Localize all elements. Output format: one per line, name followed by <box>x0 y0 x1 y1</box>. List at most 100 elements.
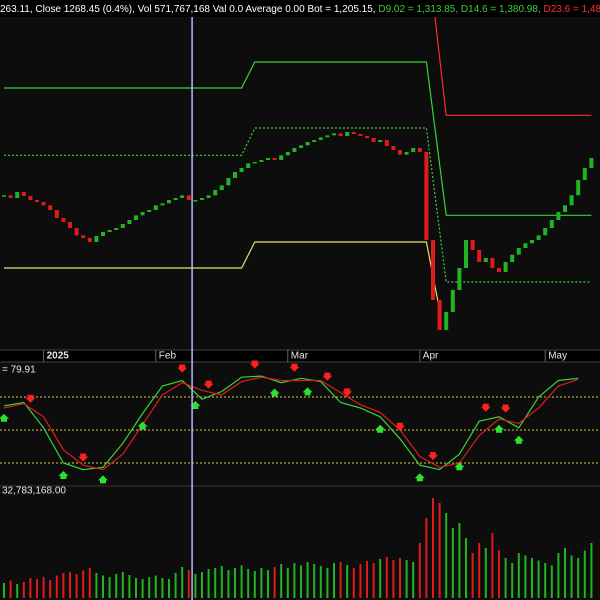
candle <box>497 268 501 272</box>
volume-bar <box>583 550 586 598</box>
volume-bar <box>498 550 500 598</box>
volume-bar <box>286 568 289 598</box>
volume-bar <box>128 575 131 598</box>
volume-bar <box>504 558 507 598</box>
sell-arrow <box>500 404 511 413</box>
candle <box>193 200 198 202</box>
volume-bar <box>82 570 85 598</box>
candle <box>464 240 468 268</box>
candle <box>21 192 26 196</box>
candle <box>200 198 204 200</box>
candle <box>147 210 152 212</box>
volume-bar <box>300 565 302 598</box>
candle <box>398 150 402 155</box>
volume-bar <box>346 565 349 598</box>
candle <box>483 258 488 262</box>
volume-bar <box>161 578 164 598</box>
candle <box>74 228 79 236</box>
volume-bar <box>524 555 527 598</box>
month-label: 2025 <box>47 351 70 362</box>
volume-bar <box>458 523 461 598</box>
volume-bar <box>412 562 415 598</box>
candle <box>536 235 541 240</box>
candle <box>470 240 475 250</box>
volume-bar <box>484 548 487 598</box>
candle <box>351 132 356 134</box>
volume-bar <box>319 566 322 598</box>
candle <box>153 205 158 210</box>
month-label: Apr <box>423 351 439 362</box>
candle <box>48 205 53 210</box>
candle <box>338 133 343 136</box>
volume-bar <box>102 575 104 598</box>
month-label: May <box>548 351 567 362</box>
candle <box>285 152 290 156</box>
buy-arrow <box>269 388 280 397</box>
candle <box>180 195 185 198</box>
candle <box>332 133 336 136</box>
volume-bar <box>88 568 91 598</box>
volume-bar <box>280 564 283 598</box>
volume-bar <box>62 573 65 598</box>
volume-bar <box>359 564 362 598</box>
volume-bar <box>465 538 467 598</box>
volume-bar <box>306 562 309 598</box>
volume-bar <box>478 543 481 598</box>
candle <box>186 195 191 200</box>
sell-arrow <box>342 388 353 397</box>
volume-bar <box>253 571 256 598</box>
candle <box>54 210 59 218</box>
candle <box>41 202 46 206</box>
stoch-panel <box>0 362 600 485</box>
candle <box>556 212 561 220</box>
stoch-label: = 79.91 <box>2 365 36 376</box>
candle <box>563 205 567 212</box>
volume-bar <box>399 558 401 598</box>
buy-arrow <box>98 475 108 484</box>
date-axis <box>0 350 600 362</box>
candle <box>391 146 396 150</box>
candle <box>206 195 211 198</box>
volume-bar <box>141 579 144 598</box>
candle <box>543 228 548 236</box>
candle <box>569 195 574 206</box>
candle <box>549 220 554 228</box>
volume-bar <box>168 579 170 598</box>
volume-bar <box>491 533 494 598</box>
candle <box>160 203 165 206</box>
volume-bar <box>379 559 382 598</box>
candle <box>226 178 231 186</box>
header: 263.11, Close 1268.45 (0.4%), Vol 571,76… <box>0 4 600 15</box>
volume-bar <box>590 543 593 598</box>
volume-bar <box>471 553 474 598</box>
buy-arrow <box>190 400 201 409</box>
volume-bar <box>333 563 335 598</box>
volume-bar <box>108 577 111 598</box>
candle <box>28 196 33 200</box>
volume-bar <box>36 579 38 598</box>
volume-bar <box>372 563 375 598</box>
volume-bar <box>577 558 580 598</box>
header-part: 263.11, Close 1268.45 (0.4%), Vol 571,76… <box>0 4 307 15</box>
candle <box>345 132 350 136</box>
volume-bar <box>267 570 269 598</box>
volume-bar <box>438 503 441 598</box>
stoch-layer <box>0 360 600 484</box>
candle <box>233 172 237 178</box>
volume-bar <box>313 564 316 598</box>
volume-bar <box>240 565 243 598</box>
volume-bar <box>29 578 32 598</box>
month-label: Mar <box>291 351 309 362</box>
candle <box>589 158 594 168</box>
buy-arrow <box>0 413 9 422</box>
candle <box>87 238 92 242</box>
stoch-line <box>3 376 579 471</box>
month-label: Feb <box>159 351 177 362</box>
candle <box>457 268 462 290</box>
header-bg <box>0 0 600 17</box>
volume-bar <box>352 568 355 598</box>
candle <box>417 148 422 152</box>
candle <box>272 158 277 160</box>
sell-arrow <box>428 452 438 461</box>
price-layer <box>2 0 594 330</box>
